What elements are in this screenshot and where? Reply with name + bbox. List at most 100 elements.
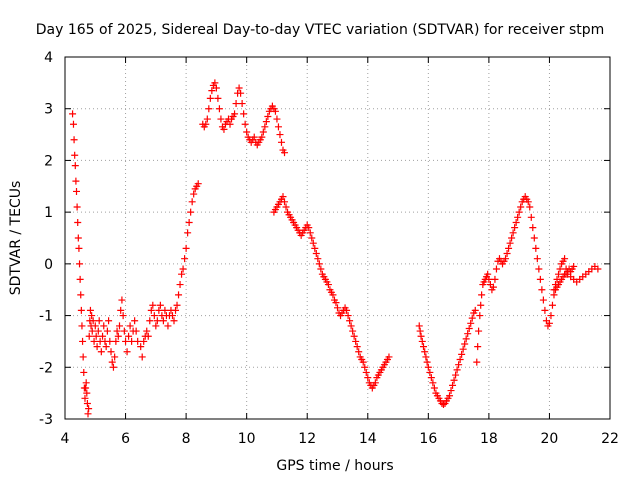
data-point-marker — [524, 198, 532, 206]
data-point-marker — [364, 374, 372, 382]
data-point-marker — [117, 306, 125, 314]
data-point-marker — [173, 301, 181, 309]
data-point-marker — [467, 319, 475, 327]
data-point-marker — [309, 239, 317, 247]
x-tick-label: 18 — [480, 431, 498, 447]
data-point-marker — [77, 291, 85, 299]
data-point-marker — [108, 358, 116, 366]
data-point-marker — [226, 120, 234, 128]
data-point-marker — [71, 162, 79, 170]
data-point-marker — [217, 115, 225, 123]
data-point-marker — [89, 317, 97, 325]
data-point-marker — [478, 291, 486, 299]
data-point-marker — [473, 358, 481, 366]
y-axis-label: SDTVAR / TECUs — [8, 181, 24, 296]
data-point-marker — [355, 348, 363, 356]
data-point-marker — [79, 353, 87, 361]
data-point-marker — [170, 317, 178, 325]
data-point-marker — [514, 213, 522, 221]
data-point-marker — [594, 265, 602, 273]
data-point-marker — [349, 327, 357, 335]
data-point-marker — [83, 389, 91, 397]
data-point-marker — [277, 138, 285, 146]
data-point-marker — [70, 136, 78, 144]
data-point-marker — [71, 151, 79, 159]
data-point-marker — [120, 327, 128, 335]
data-point-marker — [489, 283, 497, 291]
data-point-marker — [114, 332, 122, 340]
data-point-marker — [83, 399, 91, 407]
y-tick-label: -3 — [39, 412, 53, 428]
data-point-marker — [91, 322, 99, 330]
data-point-marker — [80, 368, 88, 376]
data-point-marker — [312, 250, 320, 258]
data-point-marker — [556, 265, 564, 273]
data-point-marker — [415, 322, 423, 330]
data-point-marker — [276, 131, 284, 139]
data-point-marker — [282, 203, 290, 211]
data-point-marker — [459, 345, 467, 353]
x-tick-label: 8 — [182, 431, 191, 447]
data-point-marker — [203, 115, 211, 123]
data-point-marker — [73, 203, 81, 211]
data-point-marker — [106, 337, 114, 345]
data-point-marker — [220, 125, 228, 133]
data-point-marker — [181, 255, 189, 263]
data-point-marker — [462, 335, 470, 343]
data-point-marker — [77, 306, 85, 314]
data-point-marker — [361, 363, 369, 371]
data-point-marker — [155, 306, 163, 314]
data-point-marker — [185, 218, 193, 226]
data-point-marker — [237, 89, 245, 97]
data-point-marker — [182, 244, 190, 252]
data-point-marker — [113, 327, 121, 335]
data-point-marker — [538, 286, 546, 294]
data-point-marker — [281, 198, 289, 206]
data-point-marker — [450, 376, 458, 384]
data-point-marker — [453, 366, 461, 374]
data-point-marker — [476, 312, 484, 320]
data-point-marker — [235, 84, 243, 92]
points-layer — [69, 79, 602, 418]
data-point-marker — [88, 312, 96, 320]
data-point-marker — [548, 301, 556, 309]
data-point-marker — [465, 325, 473, 332]
data-point-marker — [250, 133, 258, 141]
data-point-marker — [314, 255, 322, 263]
data-point-marker — [202, 120, 210, 128]
data-point-marker — [503, 250, 511, 258]
x-axis-label: GPS time / hours — [276, 458, 393, 474]
data-point-marker — [75, 244, 83, 252]
data-point-marker — [264, 112, 272, 120]
data-point-marker — [424, 363, 432, 371]
data-point-marker — [547, 312, 555, 320]
data-point-marker — [427, 374, 435, 382]
data-point-marker — [188, 198, 196, 206]
y-tick-label: 2 — [44, 153, 53, 169]
data-point-marker — [281, 149, 289, 157]
data-point-marker — [175, 291, 183, 299]
data-point-marker — [509, 229, 517, 237]
data-point-marker — [82, 384, 90, 392]
data-point-marker — [506, 239, 514, 247]
x-tick-label: 14 — [359, 431, 377, 447]
data-point-marker — [240, 110, 248, 118]
data-point-marker — [76, 260, 84, 268]
x-tick-label: 16 — [419, 431, 437, 447]
data-point-marker — [430, 384, 438, 392]
data-point-marker — [545, 319, 553, 327]
data-point-marker — [517, 203, 525, 211]
data-point-marker — [461, 340, 469, 348]
data-point-marker — [352, 337, 360, 345]
data-point-marker — [553, 275, 561, 283]
data-point-marker — [215, 105, 223, 113]
data-point-marker — [262, 118, 270, 126]
data-point-marker — [332, 299, 340, 307]
data-point-marker — [93, 343, 101, 351]
data-point-marker — [468, 314, 476, 322]
data-point-marker — [353, 343, 361, 351]
data-point-marker — [474, 343, 482, 351]
data-point-marker — [526, 203, 534, 211]
